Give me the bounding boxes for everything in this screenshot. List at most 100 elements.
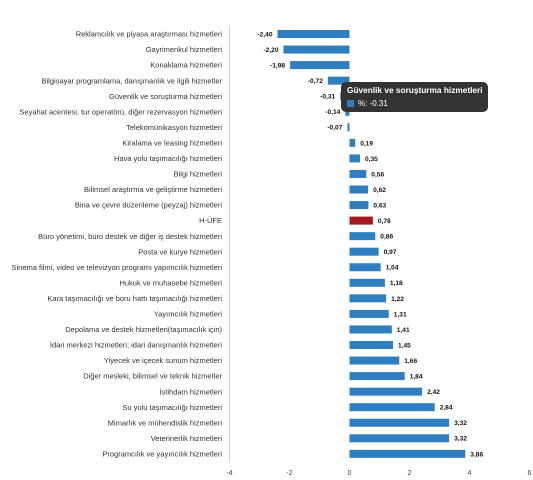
value-label: 0,97 xyxy=(384,249,397,256)
bar[interactable] xyxy=(349,154,361,163)
category-label: Posta ve kurye hizmetleri xyxy=(138,247,222,256)
value-label: 3,86 xyxy=(470,451,483,458)
bar[interactable] xyxy=(349,418,450,427)
category-label: İdari merkezi hizmetleri; idari danışman… xyxy=(50,341,222,350)
bar[interactable] xyxy=(349,387,423,396)
bar[interactable] xyxy=(349,247,379,256)
category-label: Büro yönetimi, büro destek ve diğer iş d… xyxy=(38,232,222,241)
category-label: Gayrimenkul hizmetleri xyxy=(146,45,223,54)
bar[interactable] xyxy=(283,45,350,54)
value-label: 2,42 xyxy=(427,389,440,396)
tooltip-separator: : xyxy=(365,99,370,108)
category-label: Yiyecek ve içecek sunum hizmetleri xyxy=(104,356,222,365)
value-label: 0,86 xyxy=(380,234,393,241)
bar[interactable] xyxy=(349,325,392,334)
x-axis: -4 -2 0 2 4 6 xyxy=(226,470,531,477)
category-label: Güvenlik ve soruşturma hizmetleri xyxy=(109,92,222,101)
tooltip-value: -0.31 xyxy=(369,99,388,108)
bar[interactable] xyxy=(349,263,381,272)
tooltip-title: Güvenlik ve soruşturma hizmetleri xyxy=(347,85,483,95)
value-label: 0,63 xyxy=(373,202,386,209)
value-label: 0,56 xyxy=(371,171,384,178)
bar[interactable] xyxy=(349,278,385,287)
value-label: 0,62 xyxy=(373,187,386,194)
bar[interactable] xyxy=(349,138,356,147)
category-label: Hava yolu taşımacılığı hizmetleri xyxy=(114,154,222,163)
bar[interactable] xyxy=(347,123,350,132)
category-label: Konaklama hizmetleri xyxy=(150,61,222,70)
value-label: -1,98 xyxy=(270,63,285,70)
value-label: -0,14 xyxy=(325,109,340,116)
category-label: Telekomünikasyon hizmetleri xyxy=(126,123,222,132)
value-label: 3,32 xyxy=(454,420,467,427)
chart-tooltip: Güvenlik ve soruşturma hizmetleri %: -0.… xyxy=(341,82,488,112)
bar[interactable] xyxy=(327,76,350,85)
value-label: 1,04 xyxy=(386,265,399,272)
category-label: İstihdam hizmetleri xyxy=(159,387,222,396)
category-label: Bina ve çevre düzenleme (peyzaj) hizmetl… xyxy=(75,201,222,210)
category-label: Bilimsel araştırma ve geliştirme hizmetl… xyxy=(84,185,222,194)
bar[interactable] xyxy=(349,341,394,349)
category-label: Veterinerlik hizmetleri xyxy=(151,434,223,443)
bar[interactable] xyxy=(349,372,405,381)
bar[interactable] xyxy=(349,201,369,210)
x-tick-label: 2 xyxy=(408,470,412,477)
tooltip-series-swatch xyxy=(347,100,354,107)
category-label: Su yolu taşımacılığı hizmetleri xyxy=(122,403,222,412)
bar[interactable] xyxy=(349,169,367,178)
bar[interactable] xyxy=(277,30,350,38)
category-label: Bilgi hizmetleri xyxy=(174,170,223,179)
x-tick-label: 0 xyxy=(348,470,352,477)
category-label: Diğer mesleki, bilimsel ve teknik hizmet… xyxy=(83,372,222,381)
bar[interactable] xyxy=(290,61,350,70)
value-label: 1,45 xyxy=(398,342,411,349)
category-label: Mimarlık ve mühendislik hizmetleri xyxy=(108,418,223,427)
category-label: Seyahat acentesi, tur operatörü, diğer r… xyxy=(19,107,222,116)
category-label: Depolama ve destek hizmetleri(taşımacılı… xyxy=(65,325,222,334)
value-label: 2,84 xyxy=(440,405,453,412)
bar[interactable] xyxy=(349,403,435,412)
value-labels: -2,40 -2,20 -1,98 -0,72 -0,31 -0,14 -0,07 0,19 0… xyxy=(257,31,483,458)
value-label: -0,31 xyxy=(320,94,335,101)
value-label: -0,72 xyxy=(308,78,323,85)
category-label: Sinema filmi, video ve televizyon progra… xyxy=(12,263,223,272)
bar[interactable] xyxy=(349,309,389,318)
bar[interactable] xyxy=(349,434,450,443)
category-label: Hukuk ve muhasebe hizmetleri xyxy=(119,278,222,287)
value-label: 0,35 xyxy=(365,156,378,163)
value-label: 3,32 xyxy=(454,436,467,443)
value-label: 1,31 xyxy=(394,311,407,318)
x-tick-label: -4 xyxy=(226,470,232,477)
value-label: 1,66 xyxy=(404,358,417,365)
value-label: 1,22 xyxy=(391,296,404,303)
bar[interactable] xyxy=(349,216,373,225)
category-label: Bilgisayar programlama, danışmanlık ve i… xyxy=(42,76,223,85)
category-label: H-ÜFE xyxy=(199,216,222,225)
category-label: Programcılık ve yayıncılık hizmetleri xyxy=(102,449,222,458)
x-tick-label: -2 xyxy=(286,470,292,477)
category-label: Reklamcılık ve piyasa araştırması hizmet… xyxy=(76,30,223,39)
value-label: 1,84 xyxy=(410,374,423,381)
category-label: Kara taşımacılığı ve boru hattı taşımacı… xyxy=(47,294,222,303)
tooltip-series-label: % xyxy=(358,99,366,108)
value-label: 0,19 xyxy=(360,140,373,147)
x-tick-label: 6 xyxy=(528,470,532,477)
category-label: Yayımcılık hizmetleri xyxy=(154,310,223,319)
value-label: -2,40 xyxy=(257,31,272,38)
bar[interactable] xyxy=(349,294,387,303)
bars xyxy=(277,30,466,458)
x-tick-label: 4 xyxy=(468,470,472,477)
tooltip-row: %: -0.31 xyxy=(347,99,482,108)
value-label: 1,41 xyxy=(397,327,410,334)
bar[interactable] xyxy=(349,356,400,365)
bar[interactable] xyxy=(349,449,466,458)
category-label: Kiralama ve leasing hizmetleri xyxy=(122,138,222,147)
value-label: -2,20 xyxy=(263,47,278,54)
bar[interactable] xyxy=(349,232,376,241)
value-label: 0,78 xyxy=(378,218,391,225)
value-label: -0,07 xyxy=(327,125,342,132)
bar[interactable] xyxy=(349,185,369,194)
value-label: 1,18 xyxy=(390,280,403,287)
category-labels: Reklamcılık ve piyasa araştırması hizmet… xyxy=(12,30,223,459)
